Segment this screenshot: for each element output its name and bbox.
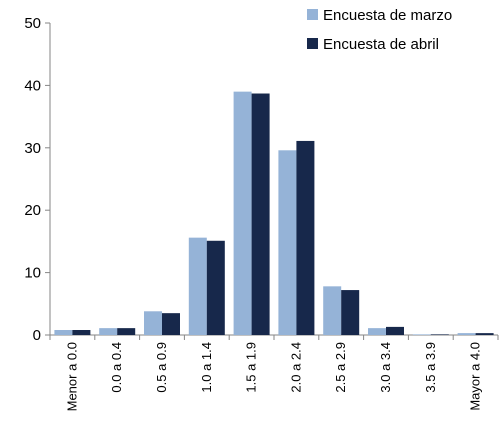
bar-abril-2 <box>162 313 180 335</box>
bars <box>54 91 494 336</box>
bar-abril-8 <box>430 334 449 335</box>
legend-swatch <box>307 38 318 49</box>
bar-marzo-4 <box>233 91 252 335</box>
y-tick-label: 10 <box>24 265 41 282</box>
bar-marzo-9 <box>457 333 476 335</box>
y-tick-label: 40 <box>24 77 41 94</box>
x-tick-label: Mayor a 4.0 <box>468 342 483 411</box>
legend-swatch <box>307 9 318 20</box>
y-tick-label: 20 <box>24 202 41 219</box>
y-axis: 0 10 20 30 40 50 <box>24 15 51 344</box>
y-tick-label: 50 <box>24 15 41 32</box>
x-tick-label: 0.5 a 0.9 <box>154 342 169 393</box>
bar-abril-6 <box>341 290 360 335</box>
x-tick-label: 2.5 a 2.9 <box>333 342 348 393</box>
bar-marzo-7 <box>368 328 386 335</box>
x-tick-label: 0.0 a 0.4 <box>109 342 124 393</box>
bar-marzo-1 <box>99 328 118 335</box>
x-tick-label: 3.0 a 3.4 <box>378 342 393 393</box>
bar-abril-4 <box>251 93 270 336</box>
bar-marzo-8 <box>412 334 431 335</box>
x-tick-label: 2.0 a 2.4 <box>288 342 303 393</box>
bar-abril-1 <box>117 328 136 335</box>
y-tick-label: 30 <box>24 140 41 157</box>
bar-marzo-3 <box>188 237 207 335</box>
x-tick-label: 3.5 a 3.9 <box>423 342 438 393</box>
bar-abril-9 <box>475 333 494 335</box>
bar-marzo-2 <box>144 311 162 335</box>
bar-abril-3 <box>206 240 225 335</box>
x-axis: Menor a 0.0 0.0 a 0.4 0.5 a 0.9 1.0 a 1.4 1.… <box>49 334 499 411</box>
bar-abril-7 <box>386 326 404 335</box>
bar-abril-5 <box>296 140 315 335</box>
bar-abril-0 <box>72 330 91 335</box>
bar-marzo-0 <box>54 330 73 335</box>
bar-marzo-6 <box>323 286 342 335</box>
x-tick-label: 1.5 a 1.9 <box>244 342 259 393</box>
legend-label: Encuesta de abril <box>323 36 439 53</box>
legend: Encuesta de marzo Encuesta de abril <box>307 7 452 53</box>
x-tick-label: Menor a 0.0 <box>64 342 79 411</box>
y-tick-label: 0 <box>33 327 41 344</box>
x-tick-label: 1.0 a 1.4 <box>199 342 214 393</box>
bar-marzo-5 <box>278 150 297 335</box>
legend-label: Encuesta de marzo <box>323 7 452 24</box>
